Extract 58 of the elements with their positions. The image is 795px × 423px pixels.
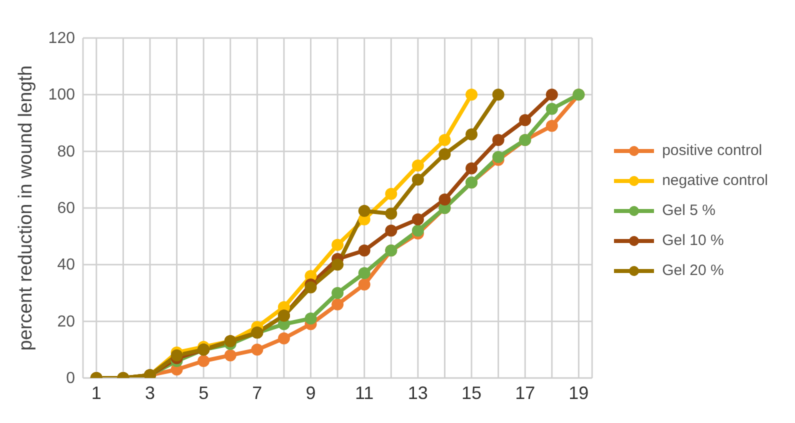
point xyxy=(358,267,370,280)
point xyxy=(466,88,478,101)
point xyxy=(358,204,370,217)
point xyxy=(278,332,290,344)
point xyxy=(251,344,264,356)
point xyxy=(438,148,451,160)
x-tick-label: 1 xyxy=(91,382,102,403)
x-tick-label: 17 xyxy=(515,382,536,403)
y-tick-label: 20 xyxy=(57,313,76,330)
point xyxy=(170,349,183,362)
point xyxy=(466,162,478,174)
y-tick-label: 60 xyxy=(57,200,76,217)
point xyxy=(412,213,424,226)
point xyxy=(438,134,451,146)
legend-label: positive control xyxy=(662,142,762,159)
x-tick-label: 3 xyxy=(144,382,155,403)
y-tick-label: 80 xyxy=(57,143,76,160)
point xyxy=(546,88,558,101)
point xyxy=(492,134,504,146)
point xyxy=(466,128,478,140)
point xyxy=(358,244,370,256)
point xyxy=(385,208,398,220)
x-tick-label: 11 xyxy=(355,382,374,403)
legend-label: Gel 10 % xyxy=(662,232,724,249)
legend-label: Gel 5 % xyxy=(662,202,716,219)
y-tick-label: 100 xyxy=(48,86,76,104)
point xyxy=(332,238,344,251)
x-tick-label: 13 xyxy=(408,382,428,403)
x-tick-label: 19 xyxy=(568,382,589,403)
point xyxy=(492,88,504,101)
point xyxy=(358,278,370,290)
y-tick-label: 0 xyxy=(66,370,76,387)
x-tick-label: 5 xyxy=(198,382,209,403)
point xyxy=(546,102,558,115)
x-tick-label: 9 xyxy=(306,382,316,403)
point xyxy=(332,258,344,271)
point xyxy=(546,120,558,132)
x-tick-label: 7 xyxy=(252,382,262,403)
point xyxy=(304,312,317,324)
y-tick-label: 120 xyxy=(48,30,76,47)
point xyxy=(332,287,344,299)
point xyxy=(198,355,210,367)
y-tick-label: 40 xyxy=(57,256,76,274)
point xyxy=(304,281,317,294)
point xyxy=(519,114,532,126)
point xyxy=(412,174,424,186)
point xyxy=(492,151,504,163)
point xyxy=(385,188,398,200)
x-tick-label: 15 xyxy=(462,382,482,403)
point xyxy=(332,298,344,310)
legend-label: negative control xyxy=(662,172,768,189)
point xyxy=(224,349,236,362)
point xyxy=(385,224,398,237)
legend-label: Gel 20 % xyxy=(662,262,724,279)
point xyxy=(412,224,424,237)
point xyxy=(412,160,424,172)
y-axis-title: percent reduction in wound length xyxy=(16,65,37,351)
point xyxy=(438,194,451,206)
